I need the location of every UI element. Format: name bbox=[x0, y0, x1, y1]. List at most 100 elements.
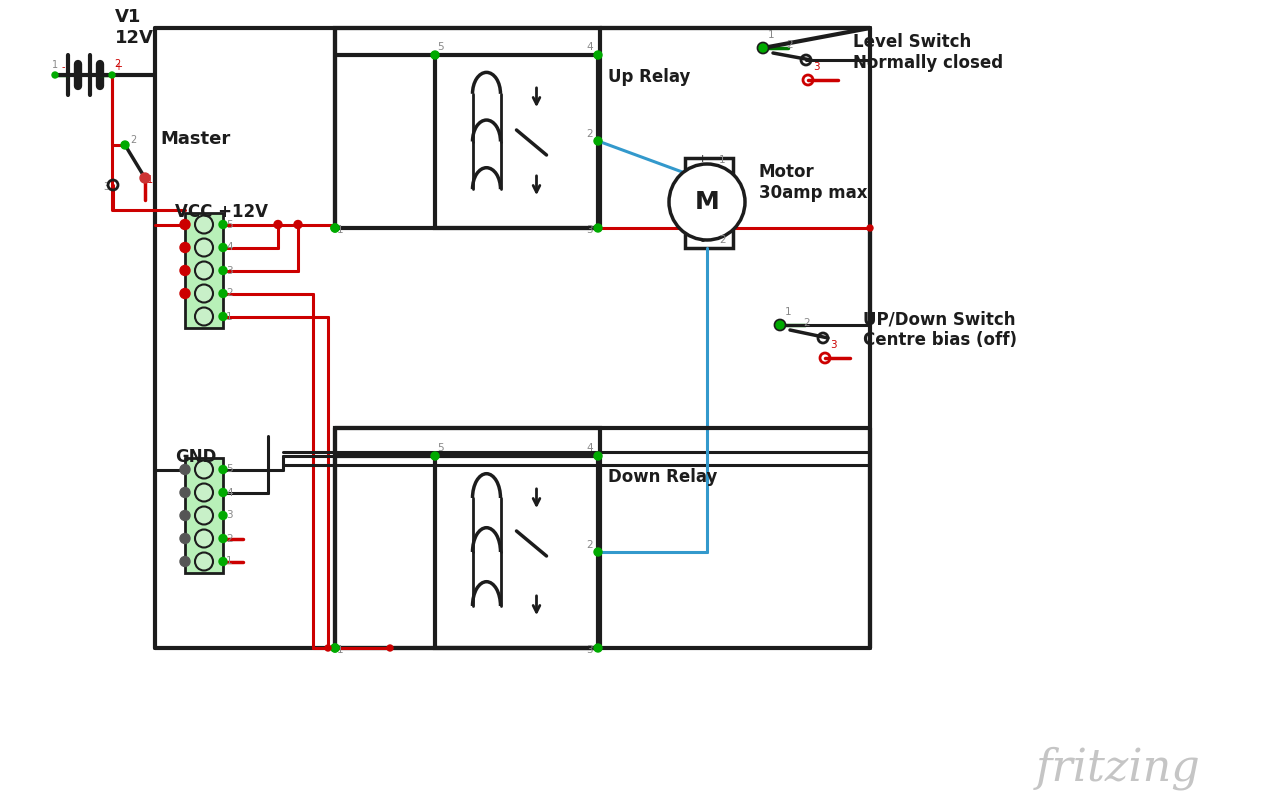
Circle shape bbox=[330, 644, 339, 652]
Text: 3: 3 bbox=[830, 340, 837, 350]
Circle shape bbox=[180, 464, 190, 475]
Circle shape bbox=[219, 535, 227, 543]
Circle shape bbox=[430, 452, 439, 460]
Text: +: + bbox=[114, 62, 122, 72]
Text: 4: 4 bbox=[227, 488, 233, 497]
Circle shape bbox=[195, 284, 213, 302]
Text: 2: 2 bbox=[227, 534, 233, 544]
Circle shape bbox=[594, 224, 603, 232]
Circle shape bbox=[180, 220, 190, 229]
Circle shape bbox=[219, 488, 227, 497]
Bar bbox=[335, 28, 600, 228]
Circle shape bbox=[195, 506, 213, 525]
Circle shape bbox=[219, 220, 227, 228]
Circle shape bbox=[594, 548, 603, 556]
Circle shape bbox=[594, 51, 603, 59]
Text: 1: 1 bbox=[52, 60, 58, 70]
Circle shape bbox=[330, 644, 339, 652]
Text: 4: 4 bbox=[586, 42, 592, 52]
Circle shape bbox=[195, 262, 213, 279]
Circle shape bbox=[219, 244, 227, 251]
Text: 5: 5 bbox=[437, 42, 443, 52]
Text: 3: 3 bbox=[103, 182, 109, 192]
Text: 4: 4 bbox=[227, 242, 233, 253]
Circle shape bbox=[122, 141, 129, 149]
Circle shape bbox=[760, 44, 767, 52]
Text: 1: 1 bbox=[337, 225, 343, 235]
Circle shape bbox=[180, 556, 190, 566]
Circle shape bbox=[273, 220, 282, 228]
Circle shape bbox=[195, 461, 213, 479]
Text: 2: 2 bbox=[786, 40, 793, 50]
Circle shape bbox=[219, 466, 227, 474]
Circle shape bbox=[219, 511, 227, 519]
Circle shape bbox=[180, 266, 190, 275]
Text: Motor
30amp max: Motor 30amp max bbox=[760, 163, 867, 202]
Circle shape bbox=[219, 313, 227, 321]
Circle shape bbox=[330, 224, 339, 232]
Bar bbox=[185, 458, 223, 573]
Circle shape bbox=[195, 238, 213, 257]
Circle shape bbox=[195, 308, 213, 326]
Text: Up Relay: Up Relay bbox=[608, 68, 690, 86]
Circle shape bbox=[141, 173, 149, 183]
Text: 2: 2 bbox=[114, 59, 120, 69]
Text: 1: 1 bbox=[719, 155, 725, 165]
Circle shape bbox=[430, 51, 439, 59]
Text: 2: 2 bbox=[130, 135, 137, 145]
Text: 3: 3 bbox=[586, 225, 592, 235]
Text: V1
12V: V1 12V bbox=[115, 8, 154, 47]
Circle shape bbox=[195, 215, 213, 233]
Text: 2: 2 bbox=[719, 235, 725, 245]
Text: 1: 1 bbox=[227, 312, 233, 322]
Circle shape bbox=[219, 289, 227, 297]
Text: GND: GND bbox=[175, 448, 216, 466]
Text: +: + bbox=[698, 154, 706, 164]
Circle shape bbox=[180, 288, 190, 299]
Text: 3: 3 bbox=[227, 510, 233, 521]
Circle shape bbox=[219, 266, 227, 275]
Bar bbox=[685, 158, 733, 248]
Text: 2: 2 bbox=[586, 540, 592, 550]
Circle shape bbox=[195, 484, 213, 501]
Text: 5: 5 bbox=[437, 443, 443, 453]
Circle shape bbox=[594, 137, 603, 145]
Text: 5: 5 bbox=[227, 464, 233, 475]
Text: 2: 2 bbox=[803, 318, 810, 328]
Text: 1: 1 bbox=[227, 556, 233, 566]
Circle shape bbox=[180, 510, 190, 521]
Text: 1: 1 bbox=[768, 30, 775, 40]
Text: 2: 2 bbox=[227, 288, 233, 299]
Circle shape bbox=[325, 645, 330, 651]
Circle shape bbox=[52, 72, 58, 78]
Text: 2: 2 bbox=[586, 129, 592, 139]
Circle shape bbox=[219, 557, 227, 565]
Text: 4: 4 bbox=[586, 443, 592, 453]
Text: M: M bbox=[695, 190, 719, 214]
Text: fritzing: fritzing bbox=[1036, 746, 1200, 790]
Text: 5: 5 bbox=[227, 220, 233, 229]
Circle shape bbox=[180, 242, 190, 253]
Text: UP/Down Switch
Centre bias (off): UP/Down Switch Centre bias (off) bbox=[863, 310, 1017, 349]
Text: 3: 3 bbox=[586, 645, 592, 655]
Bar bbox=[436, 55, 598, 228]
Text: -: - bbox=[700, 236, 704, 246]
Circle shape bbox=[867, 225, 874, 231]
Text: 1: 1 bbox=[147, 175, 153, 185]
Text: Down Relay: Down Relay bbox=[608, 468, 718, 486]
Circle shape bbox=[330, 224, 339, 232]
Circle shape bbox=[195, 552, 213, 570]
Circle shape bbox=[195, 530, 213, 548]
Circle shape bbox=[294, 220, 303, 228]
Circle shape bbox=[180, 534, 190, 544]
Text: 1: 1 bbox=[337, 645, 343, 655]
Text: 3: 3 bbox=[813, 62, 819, 72]
Text: Level Switch
Normally closed: Level Switch Normally closed bbox=[853, 33, 1003, 72]
Bar bbox=[335, 428, 600, 648]
Circle shape bbox=[594, 452, 603, 460]
Text: -: - bbox=[62, 62, 65, 72]
Text: 3: 3 bbox=[227, 266, 233, 275]
Bar bbox=[185, 213, 223, 328]
Bar bbox=[436, 456, 598, 648]
Circle shape bbox=[180, 488, 190, 497]
